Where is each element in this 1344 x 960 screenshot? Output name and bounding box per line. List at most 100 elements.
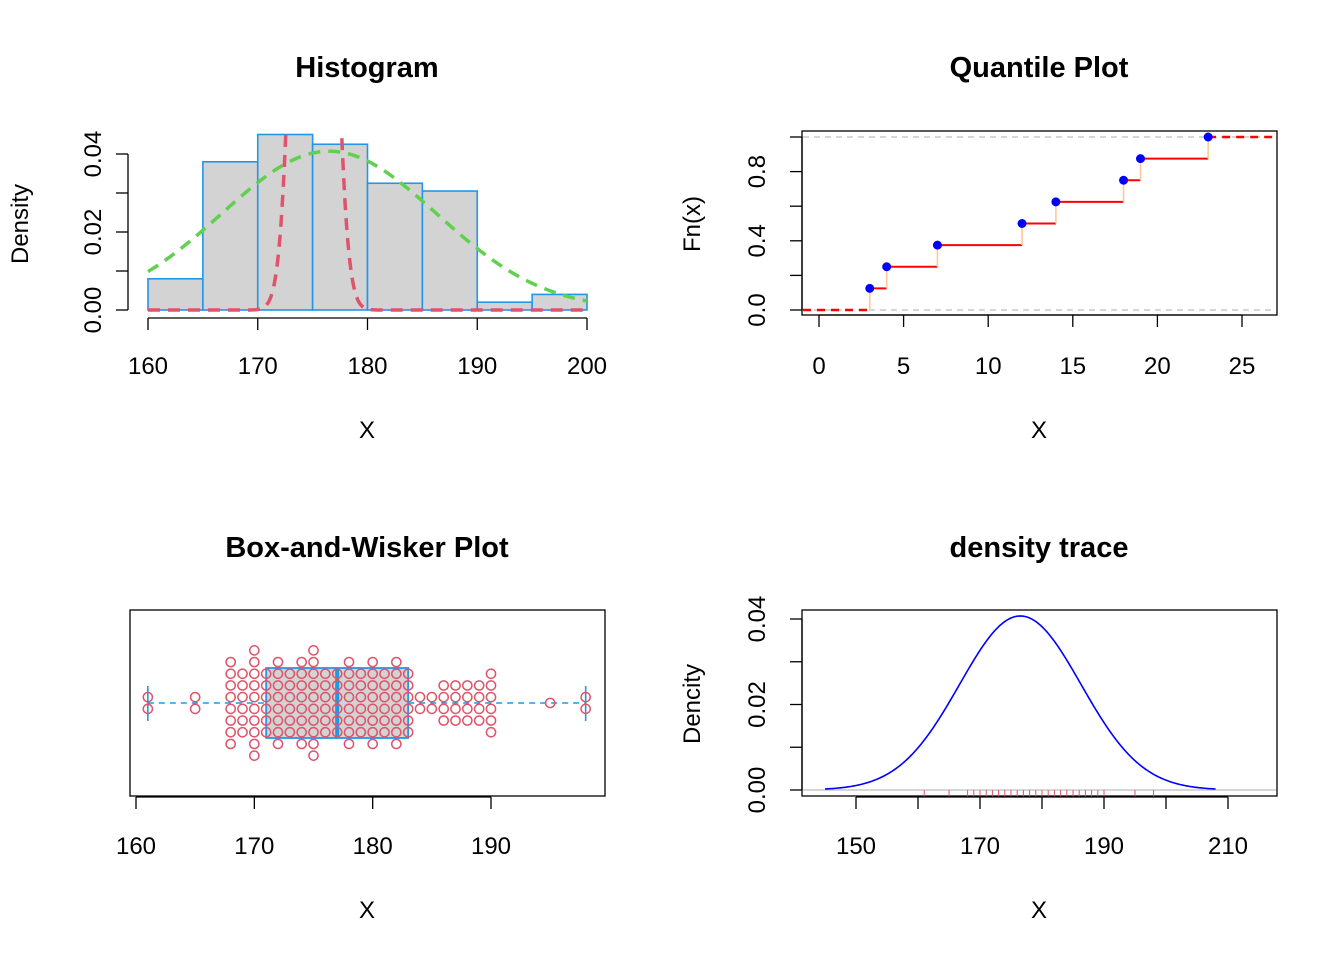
quantile-x-tick-label: 10: [975, 353, 1002, 380]
boxplot-point: [473, 680, 485, 691]
boxplot-point: [248, 726, 260, 738]
boxplot-point: [426, 703, 438, 715]
histogram-bar: [531, 293, 588, 311]
boxplot-point: [450, 703, 461, 715]
boxplot-point: [367, 680, 379, 691]
boxplot-point: [473, 715, 485, 726]
boxplot-point: [331, 680, 343, 691]
boxplot-point: [402, 668, 414, 680]
density-xlabel: X: [1031, 897, 1047, 924]
boxplot-point: [308, 680, 319, 691]
boxplot-title: Box-and-Wisker Plot: [225, 532, 509, 564]
boxplot-point: [485, 715, 497, 726]
histogram-x-tick-label: 160: [128, 353, 168, 380]
boxplot-point: [367, 715, 379, 726]
quantile-point: [865, 283, 875, 293]
boxplot-point: [272, 656, 284, 668]
quantile-x-tick-label: 20: [1144, 353, 1171, 380]
boxplot-point: [402, 703, 414, 715]
boxplot-point: [390, 715, 402, 726]
boxplot-point: [331, 715, 343, 726]
boxplot-point: [343, 656, 355, 668]
boxplot-point: [296, 691, 308, 703]
boxplot-point: [248, 656, 260, 668]
boxplot-point: [237, 703, 248, 715]
density-axes: 150 170 190 210 0.00 0.02 0.04: [744, 596, 1248, 860]
boxplot-point: [225, 703, 237, 715]
boxplot-point: [237, 726, 248, 738]
density-curve: [824, 615, 1216, 790]
boxplot-point: [426, 691, 438, 703]
histogram-bar: [202, 161, 259, 311]
quantile-ylabel: Fn(x): [679, 196, 706, 252]
boxplot-point: [544, 697, 556, 709]
histogram-y-tick-label: 0.00: [80, 287, 107, 334]
histogram-x-tick-label: 200: [567, 353, 607, 380]
boxplot-point: [272, 726, 284, 738]
boxplot-point: [237, 691, 248, 703]
boxplot-point: [237, 715, 248, 726]
boxplot-point: [142, 703, 154, 715]
boxplot-point: [260, 715, 272, 726]
boxplot-point: [485, 703, 497, 715]
histogram-x-tick-label: 180: [347, 353, 387, 380]
boxplot-point: [367, 656, 379, 668]
quantile-panel: Quantile Plot X Fn(x) 0 5 10 15 20 25 0.0 0.4 0.…: [679, 52, 1278, 444]
boxplot-point: [260, 726, 272, 738]
density-plot-frame: [801, 609, 1278, 797]
density-y-tick-label: 0.00: [744, 767, 771, 814]
histogram-y-tick-label: 0.04: [80, 131, 107, 178]
histogram-title: Histogram: [295, 52, 438, 84]
boxplot-point: [414, 691, 426, 703]
boxplot-point: [225, 668, 237, 680]
quantile-x-tick-label: 25: [1229, 353, 1256, 380]
boxplot-xlabel: X: [359, 897, 375, 924]
boxplot-point: [189, 691, 201, 703]
boxplot-point: [379, 726, 390, 738]
boxplot-point: [438, 680, 450, 691]
boxplot-point: [308, 726, 319, 738]
boxplot-point: [367, 668, 379, 680]
boxplot-point: [379, 715, 390, 726]
boxplot-point: [308, 668, 319, 680]
boxplot-point: [260, 691, 272, 703]
boxplot-point: [225, 656, 237, 668]
quantile-point: [882, 262, 892, 272]
boxplot-point: [438, 715, 450, 726]
boxplot-point: [248, 668, 260, 680]
histogram-xlabel: X: [359, 417, 375, 444]
boxplot-point: [331, 691, 343, 703]
boxplot-point: [580, 691, 592, 703]
boxplot-point: [390, 703, 402, 715]
quantile-y-tick-label: 0.8: [744, 155, 771, 188]
boxplot-point: [237, 680, 248, 691]
histogram-x-tick-label: 170: [238, 353, 278, 380]
histogram-bar: [366, 182, 424, 311]
quantile-point: [1051, 197, 1061, 207]
quantile-y-tick-label: 0.4: [744, 224, 771, 257]
boxplot-point: [450, 680, 461, 691]
quantile-point: [1017, 219, 1027, 228]
boxplot-point: [225, 680, 237, 691]
boxplot-point: [319, 715, 331, 726]
boxplot-point: [485, 691, 497, 703]
boxplot-point: [379, 680, 390, 691]
boxplot-point: [296, 656, 308, 668]
boxplot-x-tick-label: 170: [234, 833, 274, 860]
boxplot-point: [485, 680, 497, 691]
boxplot-point: [367, 691, 379, 703]
boxplot-point: [367, 703, 379, 715]
boxplot-x-tick-label: 190: [471, 833, 511, 860]
histogram-ylabel: Density: [7, 184, 34, 264]
boxplot-point: [461, 703, 473, 715]
boxplot-point: [296, 726, 308, 738]
boxplot-point: [343, 703, 355, 715]
boxplot-point: [296, 738, 308, 750]
boxplot-point: [367, 738, 379, 750]
boxplot-point: [284, 703, 296, 715]
histogram-axes: 160 170 180 190 200 0.00 0.02 0.04: [80, 131, 607, 380]
boxplot-point: [284, 726, 296, 738]
boxplot-point: [438, 691, 450, 703]
histogram-bars: [147, 133, 588, 311]
